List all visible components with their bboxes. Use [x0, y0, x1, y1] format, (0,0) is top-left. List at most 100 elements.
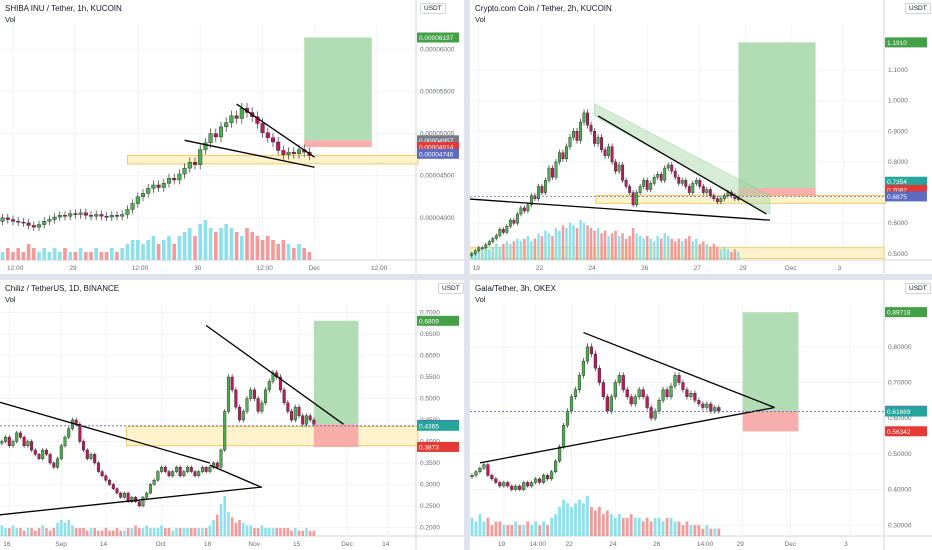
chart-panel-gala[interactable]: 0.30000 0.40000 0.50000 0.60000 0.70000 0.800…	[470, 280, 932, 550]
candle	[260, 123, 265, 133]
volume-bar	[661, 521, 665, 536]
candle	[698, 180, 702, 187]
price-label: 0.7354	[887, 179, 907, 186]
volume-bar	[279, 528, 282, 536]
candle	[652, 177, 656, 184]
price-label: 0.6875	[887, 194, 907, 201]
candle	[557, 446, 562, 462]
price-label-bg	[417, 148, 459, 159]
volume-bar	[104, 252, 109, 260]
y-tick-label: 0.00004000	[420, 215, 455, 222]
currency-unit-badge[interactable]: USDT	[420, 3, 446, 14]
candle	[585, 346, 590, 362]
candle	[249, 389, 253, 399]
x-tick-label: 29	[737, 541, 745, 548]
volume-bar	[120, 248, 125, 260]
candle	[694, 180, 698, 184]
volume-bar	[494, 521, 498, 536]
currency-unit-badge[interactable]: USDT	[438, 283, 464, 294]
candle	[293, 406, 297, 421]
y-tick-label: 0.00005500	[420, 88, 455, 95]
volume-label: Vol	[475, 295, 486, 304]
volume-bar	[146, 240, 151, 260]
candle	[42, 221, 47, 225]
x-tick-label: 14	[382, 541, 390, 548]
candle	[526, 204, 530, 212]
volume-bar	[491, 246, 495, 260]
candle	[641, 389, 645, 397]
candle	[223, 411, 227, 451]
volume-bar	[716, 246, 719, 260]
volume-bar	[182, 528, 186, 536]
y-tick-label: 0.00005000	[420, 131, 455, 138]
candle	[68, 213, 73, 217]
y-tick-label: 0.3000	[420, 481, 440, 488]
candle	[561, 425, 566, 447]
candle	[15, 432, 19, 442]
y-tick-label: 1.0000	[888, 98, 908, 105]
volume-bar	[519, 241, 523, 260]
volume-label: Vol	[5, 15, 16, 24]
chart-cro[interactable]: 0.50000.60000.70000.80000.90001.00001.10…	[470, 0, 932, 274]
candle	[276, 141, 281, 151]
candle	[572, 131, 575, 138]
volume-bar	[239, 236, 244, 260]
volume-bar	[603, 230, 607, 260]
volume-bar	[621, 517, 625, 536]
candle	[659, 173, 663, 181]
volume-bar	[115, 252, 119, 260]
currency-unit-badge[interactable]: USDT	[905, 283, 931, 294]
y-tick-label: 0.40000	[888, 487, 912, 494]
chart-panel-shib[interactable]: 0.00004000 0.00004500 0.00005000 0.00005500…	[0, 0, 464, 274]
volume-bar	[230, 517, 234, 536]
volume-bar	[547, 233, 551, 260]
volume-bar	[607, 236, 610, 260]
candle	[174, 467, 178, 472]
x-tick-label: 26	[641, 265, 649, 272]
volume-bar	[498, 246, 502, 260]
candle	[657, 400, 661, 412]
volume-bar	[502, 244, 505, 260]
x-tick-label: Dec	[785, 265, 797, 272]
candle	[589, 346, 594, 355]
candle	[586, 112, 589, 126]
candle	[245, 398, 249, 412]
volume-bar	[126, 528, 130, 536]
candle	[701, 403, 705, 408]
volume-bar	[305, 528, 308, 536]
candle	[213, 133, 218, 138]
chart-panel-chz[interactable]: 0.20000.25000.30000.35000.40000.45000.50…	[0, 280, 464, 550]
candle	[663, 167, 667, 181]
volume-bar	[282, 528, 286, 536]
candle	[186, 467, 190, 472]
volume-bar	[546, 525, 550, 536]
volume-bar	[624, 238, 628, 260]
candle	[649, 183, 653, 190]
volume-bar	[518, 525, 522, 536]
candle	[705, 189, 709, 193]
candle	[148, 484, 152, 494]
panel-divider-horizontal[interactable]	[0, 274, 932, 280]
volume-bar	[48, 530, 52, 536]
chart-gala[interactable]: 0.30000 0.40000 0.50000 0.60000 0.70000 0.800…	[470, 280, 932, 550]
volume-bar	[684, 238, 687, 260]
target-box	[304, 37, 372, 141]
chart-chz[interactable]: 0.20000.25000.30000.35000.40000.45000.50…	[0, 280, 464, 550]
stop-loss-box	[304, 140, 372, 148]
chart-panel-cro[interactable]: 0.50000.60000.70000.80000.90001.00001.10…	[470, 0, 932, 274]
volume-bar	[712, 244, 716, 260]
candle	[37, 454, 41, 459]
currency-unit-badge[interactable]: USDT	[905, 3, 931, 14]
x-tick-label: 12:00	[132, 265, 149, 272]
volume-bar	[30, 528, 33, 536]
volume-bar	[481, 249, 484, 260]
volume-bar	[719, 249, 723, 260]
x-tick-label: Oct	[156, 541, 166, 548]
chart-shib[interactable]: 0.00004000 0.00004500 0.00005000 0.00005500…	[0, 0, 464, 274]
volume-bar	[123, 530, 126, 536]
volume-bar	[717, 528, 721, 536]
candle	[642, 180, 646, 187]
volume-bar	[590, 506, 593, 536]
candle	[605, 396, 609, 412]
volume-bar	[681, 241, 684, 260]
